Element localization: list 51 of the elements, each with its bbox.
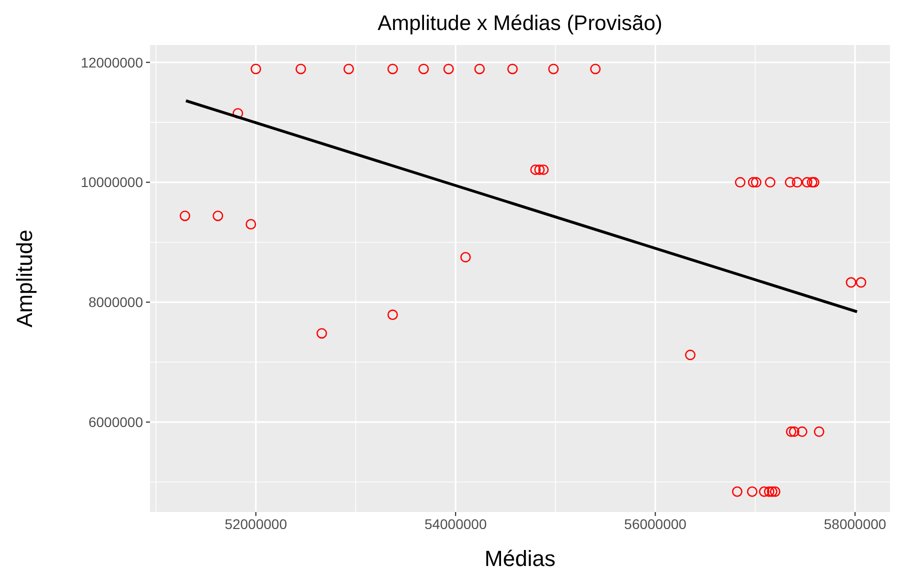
point bbox=[685, 350, 696, 360]
y-tick-label: 6000000 bbox=[88, 414, 144, 430]
point bbox=[460, 252, 471, 262]
point bbox=[788, 426, 800, 437]
point bbox=[802, 177, 812, 188]
point bbox=[796, 426, 808, 437]
x-tick-label: 58000000 bbox=[824, 516, 886, 532]
point bbox=[343, 64, 354, 74]
point bbox=[758, 486, 770, 497]
point bbox=[750, 177, 762, 188]
point bbox=[418, 64, 429, 74]
point bbox=[212, 210, 224, 222]
chart-title: Amplitude x Médias (Provisão) bbox=[378, 12, 662, 35]
x-tick-label: 52000000 bbox=[224, 516, 288, 532]
y-axis-title: Amplitude bbox=[12, 230, 37, 328]
point bbox=[746, 486, 758, 497]
point bbox=[530, 164, 541, 175]
point bbox=[764, 486, 774, 497]
point bbox=[590, 64, 601, 74]
point bbox=[784, 177, 796, 188]
point bbox=[387, 310, 398, 320]
x-axis-title: Médias bbox=[484, 546, 556, 571]
point bbox=[534, 164, 545, 175]
y-tick-label: 12000000 bbox=[80, 54, 144, 70]
x-tick-label: 56000000 bbox=[624, 516, 687, 532]
point bbox=[387, 64, 398, 74]
point bbox=[474, 64, 485, 74]
point bbox=[538, 164, 549, 175]
point bbox=[786, 426, 796, 437]
point bbox=[846, 277, 856, 288]
y-tick-label: 8000000 bbox=[88, 294, 144, 310]
point bbox=[856, 277, 866, 288]
point bbox=[507, 64, 518, 74]
point bbox=[732, 486, 742, 497]
point bbox=[770, 486, 780, 497]
y-tick-label: 10000000 bbox=[80, 174, 144, 190]
point bbox=[316, 328, 328, 339]
point bbox=[766, 486, 778, 497]
point bbox=[250, 64, 262, 74]
point bbox=[764, 177, 776, 188]
point bbox=[548, 64, 559, 74]
point bbox=[246, 218, 256, 230]
point bbox=[232, 108, 244, 119]
point bbox=[443, 64, 454, 74]
x-tick-label: 54000000 bbox=[424, 516, 487, 532]
point bbox=[814, 426, 824, 437]
point bbox=[792, 177, 802, 188]
point bbox=[748, 177, 758, 188]
point bbox=[734, 177, 746, 188]
point bbox=[180, 210, 190, 222]
point bbox=[296, 64, 306, 74]
